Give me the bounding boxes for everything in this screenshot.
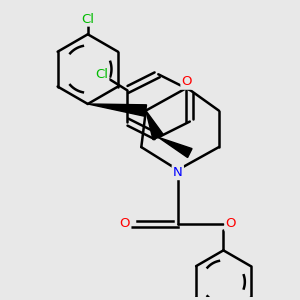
Polygon shape: [158, 137, 192, 158]
Text: O: O: [226, 217, 236, 230]
Text: O: O: [182, 76, 192, 88]
Text: Cl: Cl: [81, 13, 94, 26]
Polygon shape: [88, 104, 146, 116]
Text: O: O: [119, 217, 130, 230]
Text: Cl: Cl: [95, 68, 108, 81]
Text: N: N: [173, 166, 183, 179]
Polygon shape: [146, 111, 164, 140]
